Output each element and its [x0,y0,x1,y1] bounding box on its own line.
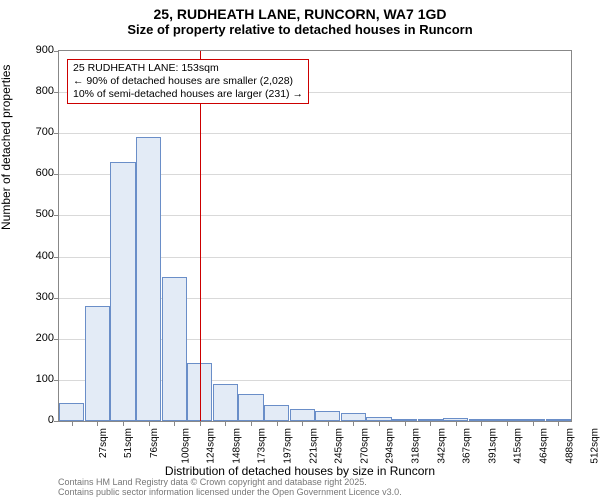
ytick-mark [54,133,59,134]
xtick-mark [507,421,508,426]
xtick-label: 391sqm [487,428,498,464]
ytick-label: 300 [36,291,54,303]
xtick-label: 318sqm [411,428,422,464]
chart-plot-area: 25 RUDHEATH LANE: 153sqm← 90% of detache… [58,50,572,422]
xtick-mark [174,421,175,426]
title-sub: Size of property relative to detached ho… [0,22,600,41]
xtick-label: 51sqm [123,428,134,458]
ytick-mark [54,339,59,340]
xtick-label: 512sqm [590,428,600,464]
xtick-mark [405,421,406,426]
xtick-label: 76sqm [149,428,160,458]
xtick-label: 173sqm [257,428,268,464]
xtick-label: 342sqm [436,428,447,464]
xtick-mark [97,421,98,426]
ytick-mark [54,298,59,299]
anno-line-1: 25 RUDHEATH LANE: 153sqm [73,62,303,75]
y-axis-label: Number of detached properties [0,65,13,230]
xtick-mark [123,421,124,426]
xtick-label: 245sqm [334,428,345,464]
x-axis-label: Distribution of detached houses by size … [0,464,600,478]
xtick-label: 415sqm [513,428,524,464]
ytick-label: 400 [36,250,54,262]
ytick-label: 200 [36,332,54,344]
reference-line [200,51,201,421]
ytick-label: 500 [36,208,54,220]
title-main: 25, RUDHEATH LANE, RUNCORN, WA7 1GD [0,0,600,22]
ytick-mark [54,174,59,175]
ytick-label: 800 [36,85,54,97]
histogram-bar [290,409,315,421]
ytick-mark [54,257,59,258]
ytick-mark [54,92,59,93]
xtick-mark [481,421,482,426]
gridline-h [59,133,571,134]
xtick-mark [149,421,150,426]
ytick-mark [54,421,59,422]
xtick-label: 27sqm [98,428,109,458]
xtick-mark [379,421,380,426]
xtick-mark [251,421,252,426]
histogram-bar [315,411,340,421]
histogram-bar [341,413,366,421]
footer-attribution: Contains HM Land Registry data © Crown c… [58,478,402,498]
ytick-mark [54,380,59,381]
anno-line-3: 10% of semi-detached houses are larger (… [73,88,303,101]
histogram-bar [85,306,110,421]
xtick-mark [72,421,73,426]
xtick-label: 464sqm [539,428,550,464]
xtick-mark [200,421,201,426]
xtick-label: 294sqm [385,428,396,464]
ytick-mark [54,215,59,216]
histogram-bar [238,394,263,421]
histogram-bar [59,403,84,422]
ytick-label: 0 [48,414,54,426]
xtick-mark [328,421,329,426]
xtick-label: 367sqm [462,428,473,464]
ytick-mark [54,51,59,52]
xtick-mark [533,421,534,426]
annotation-box: 25 RUDHEATH LANE: 153sqm← 90% of detache… [67,59,309,104]
xtick-label: 221sqm [308,428,319,464]
ytick-label: 600 [36,167,54,179]
histogram-bar [162,277,187,421]
histogram-bar [110,162,135,421]
xtick-label: 124sqm [206,428,217,464]
xtick-label: 488sqm [564,428,575,464]
xtick-mark [277,421,278,426]
ytick-label: 700 [36,126,54,138]
histogram-bar [213,384,238,421]
xtick-mark [225,421,226,426]
footer-line-2: Contains public sector information licen… [58,488,402,498]
histogram-bar [264,405,289,421]
xtick-mark [430,421,431,426]
xtick-mark [302,421,303,426]
ytick-label: 100 [36,373,54,385]
xtick-label: 148sqm [231,428,242,464]
xtick-mark [456,421,457,426]
xtick-label: 100sqm [180,428,191,464]
anno-line-2: ← 90% of detached houses are smaller (2,… [73,75,303,88]
xtick-label: 270sqm [359,428,370,464]
ytick-label: 900 [36,44,54,56]
histogram-bar [136,137,161,421]
xtick-label: 197sqm [283,428,294,464]
xtick-mark [353,421,354,426]
xtick-mark [558,421,559,426]
